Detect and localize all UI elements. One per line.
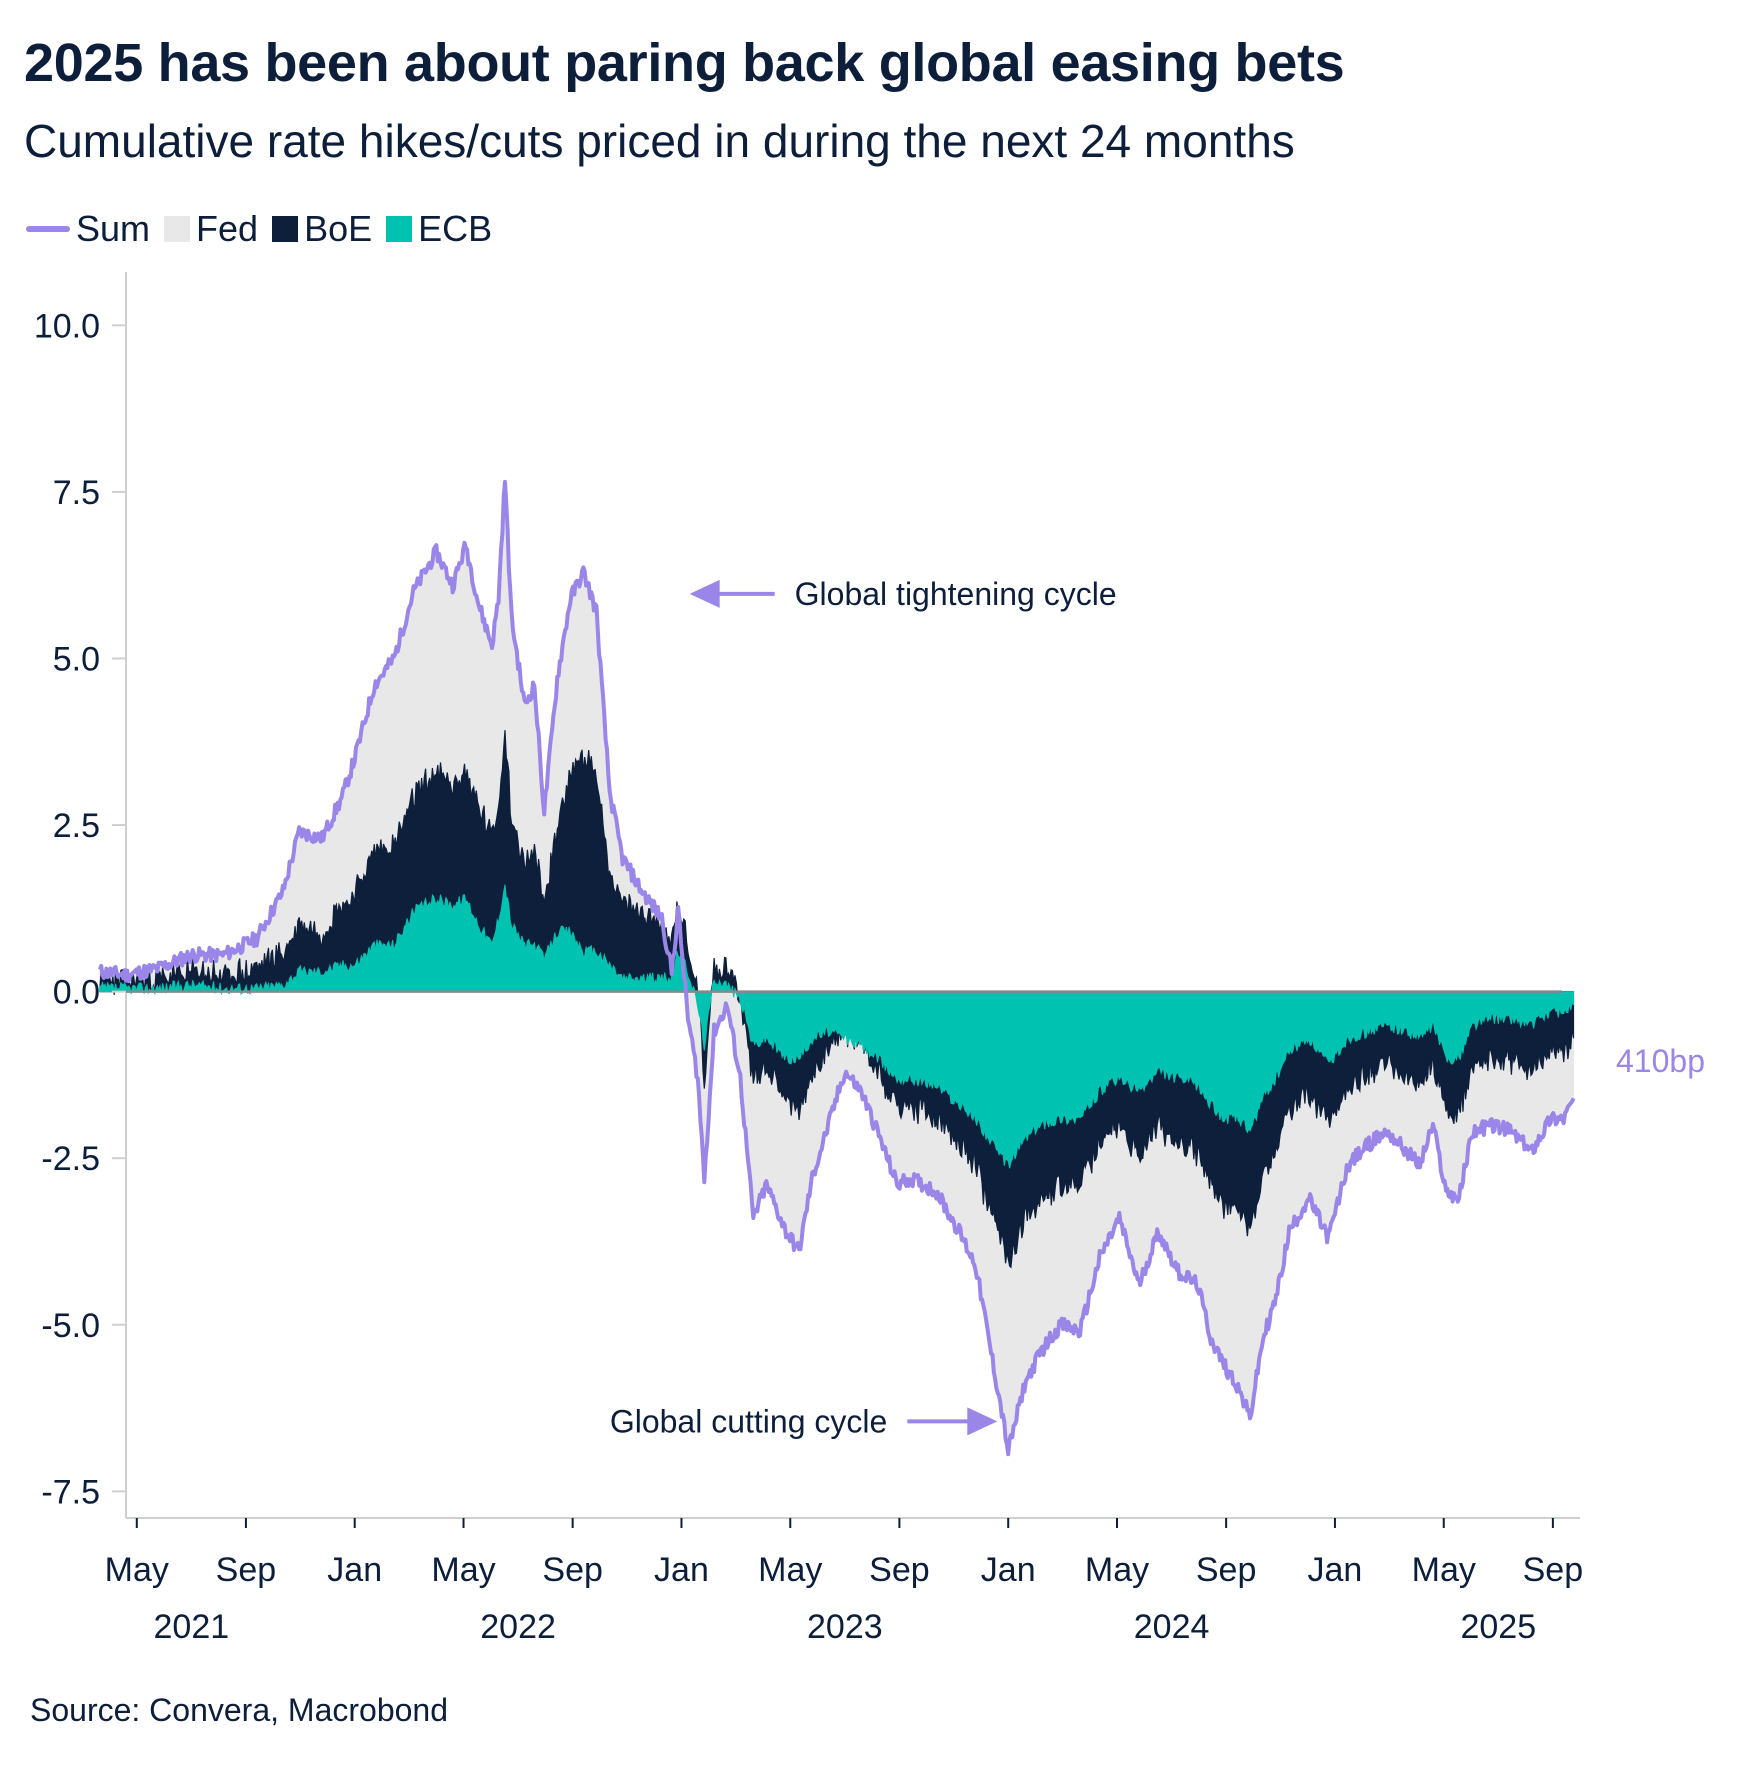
x-year-label: 2024 xyxy=(1134,1608,1210,1646)
x-year-label: 2025 xyxy=(1460,1608,1536,1646)
y-tick-label: -2.5 xyxy=(41,1140,100,1178)
legend-label-ecb: ECB xyxy=(418,208,493,249)
x-tick-label: Jan xyxy=(327,1551,382,1589)
x-tick-label: Sep xyxy=(542,1551,603,1589)
x-tick-label: May xyxy=(431,1551,495,1589)
x-tick-label: Sep xyxy=(1196,1551,1257,1589)
x-tick-label: Jan xyxy=(654,1551,709,1589)
source-note: Source: Convera, Macrobond xyxy=(30,1692,448,1728)
annotation-tightening: Global tightening cycle xyxy=(795,576,1117,612)
legend-item-fed: Fed xyxy=(164,208,258,250)
legend-swatch-boe xyxy=(272,216,299,242)
series-area-ecb xyxy=(99,884,1574,1169)
annotation-arrow-head-cutting xyxy=(967,1407,998,1436)
x-tick-label: May xyxy=(758,1551,822,1589)
legend-item-ecb: ECB xyxy=(386,208,492,250)
legend-swatch-fed xyxy=(164,216,191,242)
y-tick-label: 5.0 xyxy=(53,640,100,678)
x-tick-label: Sep xyxy=(1523,1551,1584,1589)
annotation-arrow-head-tightening xyxy=(689,579,720,608)
annotation-cutting: Global cutting cycle xyxy=(610,1403,887,1439)
legend-swatch-ecb xyxy=(386,216,413,242)
x-tick-label: May xyxy=(105,1551,169,1589)
legend-label-sum: Sum xyxy=(76,208,151,249)
legend-item-boe: BoE xyxy=(272,208,372,250)
x-tick-label: May xyxy=(1412,1551,1476,1589)
x-year-label: 2021 xyxy=(154,1608,230,1646)
legend-label-boe: BoE xyxy=(304,208,373,249)
end-label-sum: 410bp xyxy=(1616,1043,1705,1079)
legend-swatch-sum xyxy=(26,226,70,232)
series-line-sum xyxy=(98,479,1576,1457)
legend-item-sum: Sum xyxy=(26,208,150,250)
legend: Sum Fed BoE ECB xyxy=(26,208,506,250)
x-tick-label: Sep xyxy=(869,1551,930,1589)
legend-label-fed: Fed xyxy=(196,208,259,249)
x-tick-label: Sep xyxy=(216,1551,277,1589)
y-tick-label: 2.5 xyxy=(53,807,100,845)
y-tick-label: 7.5 xyxy=(53,474,100,512)
y-tick-label: -5.0 xyxy=(41,1307,100,1345)
chart-subtitle: Cumulative rate hikes/cuts priced in dur… xyxy=(24,115,1295,167)
x-year-label: 2022 xyxy=(480,1608,556,1646)
x-tick-label: Jan xyxy=(981,1551,1036,1589)
x-tick-label: Jan xyxy=(1308,1551,1363,1589)
x-tick-label: May xyxy=(1085,1551,1149,1589)
y-tick-label: -7.5 xyxy=(41,1473,100,1511)
y-tick-label: 0.0 xyxy=(53,974,100,1012)
chart-title: 2025 has been about paring back global e… xyxy=(24,33,1345,93)
y-tick-label: 10.0 xyxy=(34,307,100,345)
x-year-label: 2023 xyxy=(807,1608,883,1646)
